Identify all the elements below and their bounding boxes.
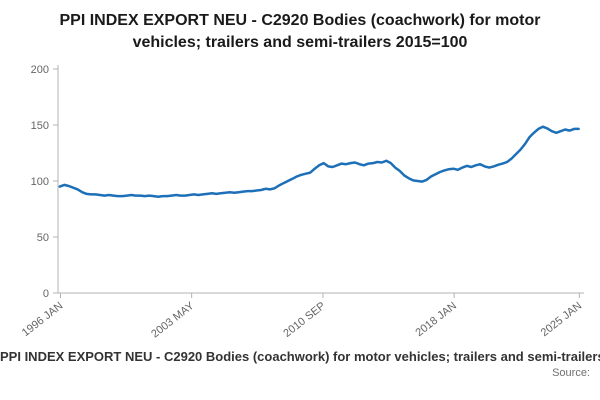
svg-text:100: 100 bbox=[31, 176, 49, 188]
chart-area: 0 50 100 150 200 1996 JAN 2003 MAY 2010 SEP 2018… bbox=[0, 55, 600, 347]
svg-text:200: 200 bbox=[31, 64, 49, 76]
legend-label: PPI INDEX EXPORT NEU - C2920 Bodies (coa… bbox=[0, 349, 600, 365]
svg-text:2025 JAN: 2025 JAN bbox=[539, 300, 584, 339]
svg-text:1996 JAN: 1996 JAN bbox=[20, 300, 65, 339]
svg-text:2010 SEP: 2010 SEP bbox=[281, 300, 327, 340]
chart-title: PPI INDEX EXPORT NEU - C2920 Bodies (coa… bbox=[59, 12, 541, 51]
svg-text:50: 50 bbox=[37, 232, 49, 244]
svg-text:2018 JAN: 2018 JAN bbox=[413, 300, 458, 339]
svg-text:0: 0 bbox=[43, 288, 49, 300]
svg-text:150: 150 bbox=[31, 120, 49, 132]
source-label: Source: bbox=[552, 367, 590, 380]
line-chart: 0 50 100 150 200 1996 JAN 2003 MAY 2010 SEP 2018… bbox=[20, 64, 584, 341]
svg-text:2003 MAY: 2003 MAY bbox=[149, 300, 197, 341]
